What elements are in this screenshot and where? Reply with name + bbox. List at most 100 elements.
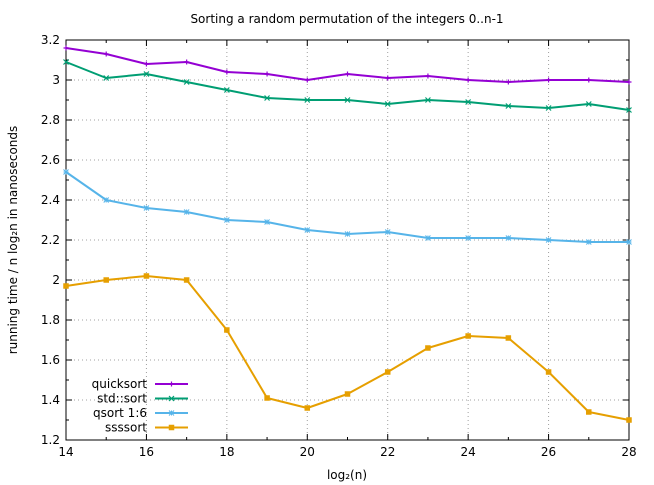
square-glyph xyxy=(384,369,391,375)
cross-glyph xyxy=(465,99,472,105)
data-point xyxy=(264,95,270,101)
square-glyph xyxy=(465,333,471,339)
data-point xyxy=(586,409,592,415)
asterisk-glyph xyxy=(626,239,632,245)
cross-glyph xyxy=(505,103,512,109)
data-point xyxy=(103,75,110,81)
asterisk-glyph xyxy=(384,229,391,235)
square-glyph xyxy=(626,417,632,423)
plus-glyph xyxy=(465,77,471,83)
cross-glyph xyxy=(425,97,431,103)
data-point xyxy=(103,277,109,283)
data-point xyxy=(505,235,512,241)
asterisk-glyph xyxy=(183,209,190,215)
x-tick-label: 26 xyxy=(541,445,556,459)
data-point xyxy=(63,59,69,65)
cross-glyph xyxy=(183,79,190,85)
data-point xyxy=(385,75,391,81)
asterisk-glyph xyxy=(143,205,150,211)
data-point xyxy=(344,97,351,103)
plus-glyph xyxy=(425,73,431,79)
y-tick-label: 3 xyxy=(52,73,60,87)
plus-glyph xyxy=(63,45,69,51)
data-point xyxy=(425,97,431,103)
data-point xyxy=(103,51,109,57)
data-point xyxy=(183,277,190,283)
data-point xyxy=(345,71,350,77)
data-point xyxy=(384,369,391,375)
asterisk-glyph xyxy=(585,239,592,245)
legend-label: std::sort xyxy=(97,392,147,406)
data-point xyxy=(465,333,471,339)
data-point xyxy=(224,327,230,333)
plus-glyph xyxy=(184,59,190,65)
x-axis-label: log₂(n) xyxy=(327,468,367,482)
data-point xyxy=(586,77,592,83)
data-point xyxy=(264,395,270,401)
asterisk-glyph xyxy=(168,410,175,416)
y-tick-label: 2.8 xyxy=(41,113,60,127)
plus-glyph xyxy=(224,69,230,75)
asterisk-glyph xyxy=(264,219,270,225)
asterisk-glyph xyxy=(304,227,311,233)
series-line xyxy=(65,275,630,421)
ticks: 14 16 18 20 22 24 26 28 1.2 1.4 1.6 1.8 2 2.2 2.4 2.6 2.… xyxy=(41,33,637,459)
plus-glyph xyxy=(546,77,552,83)
legend-label: ssssort xyxy=(105,421,147,435)
asterisk-glyph xyxy=(344,231,351,237)
data-point xyxy=(184,59,190,65)
chart-title: Sorting a random permutation of the inte… xyxy=(190,12,503,26)
data-point xyxy=(585,101,592,107)
data-point xyxy=(304,77,310,83)
legend-marker xyxy=(168,395,175,402)
data-point xyxy=(223,87,230,93)
x-tick-label: 20 xyxy=(300,445,315,459)
data-point xyxy=(344,391,351,397)
legend-item: ssssort xyxy=(105,421,188,435)
legend-item: qsort 1:6 xyxy=(93,406,188,420)
square-glyph xyxy=(425,345,431,351)
plus-glyph xyxy=(385,75,391,81)
asterisk-glyph xyxy=(505,235,512,241)
plus-glyph xyxy=(169,381,174,387)
square-glyph xyxy=(304,405,311,411)
series-group xyxy=(63,45,632,423)
data-point xyxy=(103,197,110,203)
y-tick-label: 2.4 xyxy=(41,193,60,207)
plus-glyph xyxy=(304,77,310,83)
plus-glyph xyxy=(264,71,270,77)
y-tick-label: 1.4 xyxy=(41,393,60,407)
cross-glyph xyxy=(264,95,270,101)
cross-glyph xyxy=(143,71,150,77)
cross-glyph xyxy=(168,395,175,402)
data-point xyxy=(63,283,69,289)
data-point xyxy=(626,79,632,85)
series-std-sort xyxy=(63,59,632,113)
data-point xyxy=(546,77,552,83)
data-point xyxy=(505,335,512,341)
data-point xyxy=(63,45,69,51)
square-glyph xyxy=(183,277,190,283)
x-tick-label: 28 xyxy=(621,445,636,459)
data-point xyxy=(344,231,351,237)
asterisk-glyph xyxy=(425,235,431,241)
data-point xyxy=(465,77,471,83)
cross-glyph xyxy=(384,101,391,107)
data-point xyxy=(304,97,311,103)
asterisk-glyph xyxy=(465,235,471,241)
data-point xyxy=(143,205,150,211)
y-tick-label: 1.2 xyxy=(41,433,60,447)
y-tick-label: 2.6 xyxy=(41,153,60,167)
square-glyph xyxy=(505,335,512,341)
data-point xyxy=(425,345,431,351)
data-point xyxy=(384,101,391,107)
series-ssssort xyxy=(63,273,632,423)
asterisk-glyph xyxy=(224,217,230,223)
data-point xyxy=(143,273,150,279)
x-tick-label: 16 xyxy=(139,445,154,459)
cross-glyph xyxy=(344,97,351,103)
cross-glyph xyxy=(626,107,632,113)
square-glyph xyxy=(344,391,351,397)
